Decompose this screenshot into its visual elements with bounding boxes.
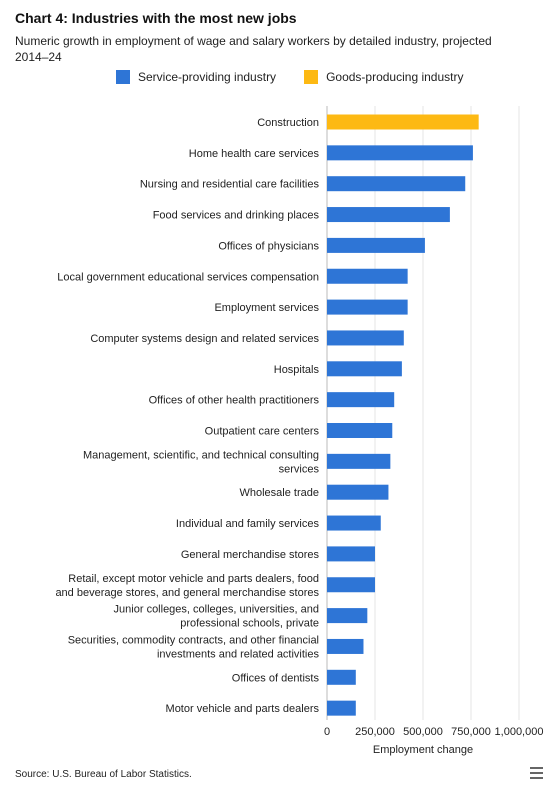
bar-goods [327,114,479,130]
bar-service [327,577,375,593]
category-label: Local government educational services co… [57,271,319,283]
bar-service [327,669,356,685]
legend-swatch-service [116,70,130,84]
legend-item-goods[interactable]: Goods-producing industry [304,70,463,84]
x-tick-label: 500,000 [403,726,443,738]
x-tick-label: 1,000,000 [495,726,544,738]
source-note: Source: U.S. Bureau of Labor Statistics. [15,769,192,780]
category-label: Motor vehicle and parts dealers [166,703,320,715]
category-label: professional schools, private [180,618,319,630]
legend-label-service: Service-providing industry [138,70,277,84]
bar-service [327,176,466,192]
bar-service [327,330,404,346]
category-label: services [279,463,320,475]
category-label: Employment services [214,302,319,314]
bar-service [327,299,408,315]
bar-service [327,638,364,654]
category-label: Securities, commodity contracts, and oth… [68,634,319,646]
bar-service [327,361,402,377]
category-label: Offices of other health practitioners [149,395,320,407]
category-label: Hospitals [274,364,320,376]
bar-service [327,423,393,438]
hamburger-menu-icon[interactable] [530,767,543,780]
category-label: Nursing and residential care facilities [140,179,320,191]
bar-service [327,546,375,562]
chart-title: Chart 4: Industries with the most new jo… [15,10,297,26]
x-tick-label: 250,000 [355,726,395,738]
bar-service [327,392,395,408]
category-label: Junior colleges, colleges, universities,… [114,604,319,616]
category-label: General merchandise stores [181,549,320,561]
bar-service [327,145,473,161]
category-label: Home health care services [189,148,320,160]
category-label: Offices of physicians [218,240,319,252]
chart-subtitle: Numeric growth in employment of wage and… [15,34,492,64]
bar-service [327,268,408,284]
category-label: Offices of dentists [232,672,320,684]
category-label: Computer systems design and related serv… [90,333,319,345]
category-label: Outpatient care centers [205,426,320,438]
menu-icon-line [530,772,543,774]
category-label: and beverage stores, and general merchan… [55,587,319,599]
category-label: investments and related activities [157,648,320,660]
bar-service [327,237,425,253]
legend-item-service[interactable]: Service-providing industry [116,70,276,84]
legend-label-goods: Goods-producing industry [326,70,464,84]
category-label: Retail, except motor vehicle and parts d… [68,573,319,585]
menu-icon-line [530,767,543,769]
bar-service [327,700,356,716]
category-label: Individual and family services [176,518,320,530]
category-label: Food services and drinking places [153,210,320,222]
bar-service [327,453,391,469]
x-axis-label: Employment change [373,744,473,756]
bar-service [327,608,368,624]
x-tick-label: 750,000 [451,726,491,738]
x-tick-label: 0 [324,726,330,738]
category-label: Wholesale trade [240,487,320,499]
category-label: Management, scientific, and technical co… [83,449,319,461]
legend-swatch-goods [304,70,319,84]
category-label: Construction [257,117,319,129]
menu-icon-line [530,777,543,779]
bar-service [327,207,450,223]
bar-service [327,484,389,500]
bar-service [327,515,381,531]
legend: Service-providing industry Goods-produci… [116,70,491,84]
